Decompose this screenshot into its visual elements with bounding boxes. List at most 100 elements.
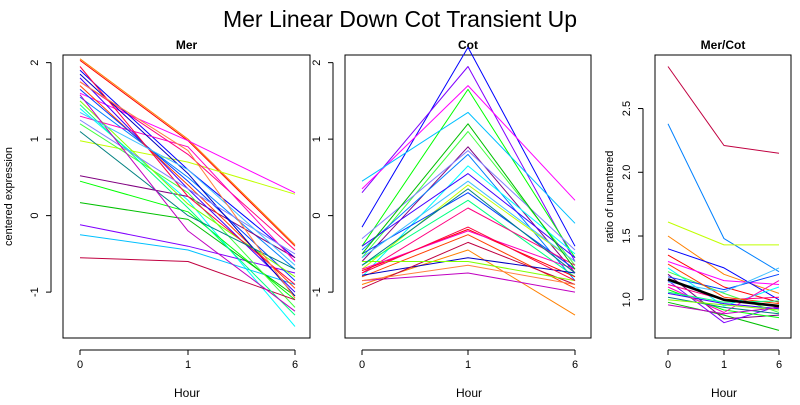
series-line — [361, 146, 576, 274]
y-tick-label: 1.5 — [621, 228, 633, 243]
series-line — [361, 173, 576, 259]
series-line — [361, 226, 576, 282]
series-line — [667, 66, 780, 154]
series-line — [667, 292, 780, 310]
series-line — [667, 271, 780, 313]
series-line — [361, 85, 576, 201]
panel-cot: Cot 0 1 6 Hour -1 0 1 2 — [311, 38, 592, 400]
series-line — [79, 59, 296, 247]
series-line — [667, 299, 780, 311]
series-line — [361, 184, 576, 270]
series-line — [361, 153, 576, 281]
series-line — [79, 140, 296, 195]
series-line — [79, 119, 296, 255]
series-line — [667, 235, 780, 294]
series-line — [667, 273, 780, 291]
series-line — [79, 58, 296, 246]
x-tick-label: 6 — [572, 359, 578, 371]
series-line — [79, 81, 296, 299]
series-line — [667, 248, 780, 301]
series-line — [361, 249, 576, 316]
series-line — [79, 257, 296, 301]
series-line — [79, 66, 296, 285]
series-line — [79, 234, 296, 285]
series-line — [79, 96, 296, 270]
series-line — [79, 123, 296, 308]
series-line — [361, 207, 576, 274]
series-line — [361, 66, 576, 262]
series-line — [667, 301, 780, 331]
series-line — [79, 94, 296, 312]
series-line — [361, 230, 576, 270]
series-line — [361, 199, 576, 278]
panel-title: Cot — [458, 38, 478, 52]
x-tick-label: 1 — [721, 359, 727, 371]
y-tick-label: 1 — [311, 136, 323, 142]
series-line — [79, 92, 296, 194]
plot-frame — [62, 54, 311, 339]
series-line — [361, 272, 576, 293]
y-tick-label: 1 — [29, 136, 41, 142]
series-line — [667, 261, 780, 285]
series-line — [667, 123, 780, 273]
series-line — [361, 264, 576, 285]
series-line — [79, 202, 296, 297]
series-line — [362, 261, 576, 282]
series-line — [361, 257, 576, 276]
y-tick-label: 0 — [29, 213, 41, 219]
series-line — [361, 188, 576, 274]
series-line — [79, 115, 296, 262]
series-line — [79, 224, 296, 274]
series-line — [79, 104, 296, 316]
series-line — [79, 85, 296, 289]
figure-title: Mer Linear Down Cot Transient Up — [223, 6, 577, 32]
series-line — [667, 296, 780, 315]
plot-frame — [344, 54, 592, 339]
series-line — [667, 278, 780, 308]
series-line — [361, 241, 576, 289]
series-line — [361, 180, 576, 262]
series-line — [667, 291, 780, 303]
x-tick-label: 6 — [776, 359, 782, 371]
series-line — [667, 254, 780, 303]
x-tick-label: 0 — [665, 359, 671, 371]
panel-title: Mer — [176, 38, 198, 52]
x-tick-label: 0 — [359, 359, 365, 371]
y-tick-label: -1 — [29, 287, 41, 297]
x-tick-label: 1 — [465, 359, 471, 371]
y-tick-label: 2 — [311, 60, 323, 66]
series-line — [79, 89, 296, 281]
y-tick-label: 1.0 — [621, 292, 633, 307]
series-line — [79, 81, 296, 251]
series-line — [667, 304, 780, 315]
y-tick-label: 0 — [311, 213, 323, 219]
y-tick-label: -1 — [311, 287, 323, 297]
series-line — [361, 123, 576, 270]
panel-mer: Mer 0 1 6 Hour -1 0 1 2 centered expression — [3, 38, 311, 400]
series-line — [361, 111, 576, 224]
series-line — [361, 46, 576, 247]
y-tick-label: 2.5 — [621, 101, 633, 116]
series-line — [667, 221, 779, 246]
series-line — [79, 108, 296, 327]
series-line — [79, 100, 296, 278]
x-axis-label: Hour — [711, 386, 737, 400]
series-line — [79, 131, 296, 270]
x-axis-label: Hour — [174, 386, 200, 400]
y-tick-label: 2 — [29, 60, 41, 66]
series-line — [361, 88, 576, 258]
x-tick-label: 6 — [292, 359, 298, 371]
y-axis-label: centered expression — [3, 147, 15, 246]
panel-title: Mer/Cot — [701, 38, 746, 52]
series-line — [79, 111, 296, 266]
series-line — [361, 192, 576, 270]
x-tick-label: 1 — [185, 359, 191, 371]
series-line — [361, 150, 576, 251]
series-line — [79, 180, 296, 301]
plot-frame — [654, 54, 792, 339]
x-axis-label: Hour — [456, 386, 482, 400]
panel-mer-cot: Mer/Cot 0 1 6 Hour 1.0 1.5 2.0 2.5 ratio of uncen… — [604, 38, 792, 400]
y-axis-label: ratio of uncentered — [604, 151, 616, 243]
